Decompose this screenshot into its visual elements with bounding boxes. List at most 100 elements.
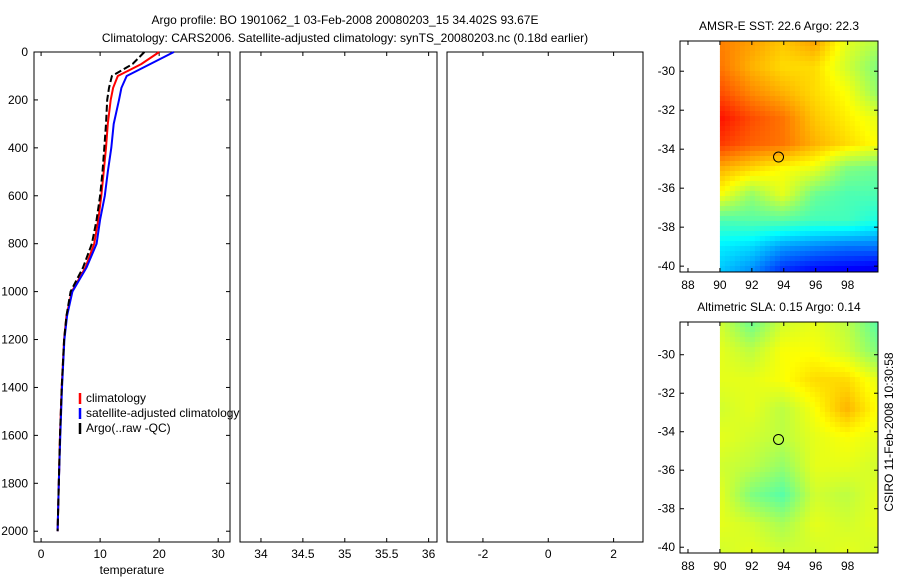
- heatmap-cell: [739, 537, 746, 543]
- heatmap-cell: [729, 522, 736, 528]
- heatmap-cell: [804, 532, 811, 538]
- heatmap-cell: [804, 251, 811, 257]
- heatmap-cell: [729, 171, 736, 177]
- heatmap-cell: [829, 256, 836, 262]
- heatmap-cell: [849, 422, 856, 428]
- heatmap-cell: [744, 477, 751, 483]
- heatmap-cell: [789, 517, 796, 523]
- heatmap-cell: [874, 452, 879, 458]
- x-tick-label: 0: [545, 547, 552, 561]
- heatmap-cell: [869, 497, 876, 503]
- heatmap-cell: [824, 111, 831, 117]
- heatmap-cell: [789, 46, 796, 52]
- heatmap-cell: [744, 216, 751, 222]
- heatmap-cell: [824, 402, 831, 408]
- heatmap-cell: [809, 377, 816, 383]
- heatmap-cell: [859, 266, 866, 272]
- heatmap-cell: [729, 362, 736, 368]
- heatmap-cell: [844, 171, 851, 177]
- heatmap-cell: [849, 46, 856, 52]
- heatmap-cell: [834, 86, 841, 92]
- heatmap-cell: [824, 442, 831, 448]
- heatmap-cell: [829, 532, 836, 538]
- heatmap-cell: [869, 41, 876, 47]
- heatmap-cell: [814, 477, 821, 483]
- heatmap-cell: [739, 527, 746, 533]
- heatmap-cell: [809, 201, 816, 207]
- heatmap-cell: [874, 522, 879, 528]
- heatmap-cell: [804, 161, 811, 167]
- heatmap-cell: [719, 206, 726, 212]
- heatmap-cell: [749, 41, 756, 47]
- heatmap-cell: [854, 512, 861, 518]
- heatmap-cell: [804, 372, 811, 378]
- heatmap-cell: [844, 66, 851, 72]
- heatmap-cell: [809, 96, 816, 102]
- heatmap-cell: [734, 126, 741, 132]
- heatmap-cell: [759, 211, 766, 217]
- heatmap-cell: [769, 392, 776, 398]
- heatmap-cell: [799, 457, 806, 463]
- heatmap-cell: [719, 251, 726, 257]
- heatmap-cell: [874, 71, 879, 77]
- heatmap-cell: [729, 342, 736, 348]
- heatmap-cell: [769, 191, 776, 197]
- heatmap-cell: [874, 156, 879, 162]
- heatmap-cell: [759, 96, 766, 102]
- heatmap-cell: [759, 462, 766, 468]
- heatmap-cell: [804, 512, 811, 518]
- heatmap-cell: [859, 382, 866, 388]
- heatmap-cell: [764, 377, 771, 383]
- argo-location-marker: [773, 433, 785, 445]
- heatmap-cell: [739, 337, 746, 343]
- heatmap-cell: [794, 91, 801, 97]
- heatmap-cell: [869, 206, 876, 212]
- heatmap-cell: [859, 241, 866, 247]
- heatmap-cell: [759, 412, 766, 418]
- heatmap-cell: [764, 417, 771, 423]
- heatmap-cell: [719, 347, 726, 353]
- heatmap-cell: [729, 417, 736, 423]
- heatmap-cell: [739, 121, 746, 127]
- heatmap-cell: [759, 191, 766, 197]
- heatmap-cell: [819, 101, 826, 107]
- heatmap-cell: [789, 322, 796, 328]
- heatmap-cell: [819, 462, 826, 468]
- heatmap-cell: [844, 457, 851, 463]
- heatmap-cell: [844, 261, 851, 267]
- heatmap-cell: [794, 241, 801, 247]
- heatmap-cell: [764, 96, 771, 102]
- heatmap-cell: [774, 116, 781, 122]
- heatmap-cell: [764, 482, 771, 488]
- heatmap-cell: [824, 76, 831, 82]
- heatmap-cell: [734, 181, 741, 187]
- heatmap-cell: [719, 266, 726, 272]
- heatmap-cell: [769, 527, 776, 533]
- heatmap-cell: [864, 61, 871, 67]
- heatmap-cell: [794, 442, 801, 448]
- heatmap-cell: [819, 457, 826, 463]
- heatmap-cell: [774, 96, 781, 102]
- heatmap-cell: [859, 372, 866, 378]
- heatmap-cell: [774, 387, 781, 393]
- heatmap-cell: [769, 46, 776, 52]
- heatmap-cell: [794, 377, 801, 383]
- heatmap-cell: [769, 397, 776, 403]
- heatmap-cell: [749, 51, 756, 57]
- heatmap-cell: [874, 482, 879, 488]
- heatmap-cell: [874, 367, 879, 373]
- heatmap-cell: [754, 126, 761, 132]
- heatmap-cell: [764, 467, 771, 473]
- heatmap-cell: [759, 372, 766, 378]
- heatmap-cell: [784, 382, 791, 388]
- heatmap-cell: [769, 497, 776, 503]
- heatmap-cell: [734, 532, 741, 538]
- heatmap-cell: [849, 216, 856, 222]
- heatmap-cell: [859, 206, 866, 212]
- heatmap-cell: [824, 126, 831, 132]
- heatmap-cell: [759, 322, 766, 328]
- heatmap-cell: [834, 502, 841, 508]
- heatmap-cell: [724, 41, 731, 47]
- heatmap-cell: [829, 266, 836, 272]
- heatmap-cell: [874, 542, 879, 548]
